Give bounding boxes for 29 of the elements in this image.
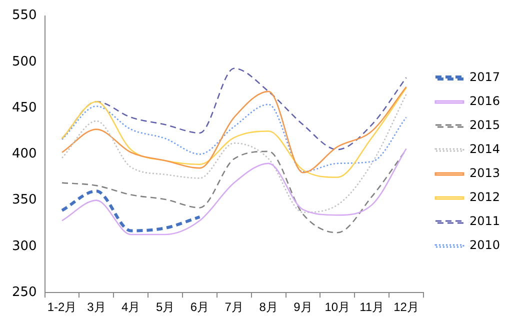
legend-label: 2016 bbox=[469, 94, 500, 108]
legend-label: 2015 bbox=[469, 118, 500, 132]
legend-label: 2014 bbox=[469, 142, 500, 156]
x-tick-label: 4月 bbox=[122, 300, 140, 314]
y-tick-label: 250 bbox=[12, 284, 37, 300]
legend-label: 2013 bbox=[469, 166, 500, 180]
line-series bbox=[60, 190, 202, 232]
line-series bbox=[61, 94, 407, 213]
legend-label: 2012 bbox=[469, 190, 500, 204]
x-tick-label: 10月 bbox=[324, 300, 350, 314]
x-tick-label: 1-2月 bbox=[47, 300, 77, 314]
y-tick-label: 450 bbox=[12, 100, 37, 116]
legend-label: 2011 bbox=[469, 214, 500, 228]
x-tick-label: 6月 bbox=[190, 300, 210, 314]
y-tick-label: 300 bbox=[12, 238, 37, 254]
line-series bbox=[61, 104, 407, 172]
x-tick-label: 7月 bbox=[224, 300, 244, 314]
x-tick-label: 3月 bbox=[87, 300, 106, 314]
x-tick-label: 5月 bbox=[156, 300, 175, 314]
x-tick-label: 12月 bbox=[394, 300, 419, 314]
y-tick-label: 400 bbox=[12, 146, 37, 162]
legend-label: 2010 bbox=[469, 238, 500, 252]
x-tick-label: 8月 bbox=[259, 300, 278, 314]
legend-label: 2017 bbox=[469, 70, 500, 84]
x-tick-label: 11月 bbox=[360, 300, 384, 314]
y-tick-label: 350 bbox=[12, 192, 37, 208]
y-tick-label: 500 bbox=[12, 54, 37, 70]
x-tick-label: 9月 bbox=[294, 300, 312, 314]
y-tick-label: 550 bbox=[12, 8, 37, 24]
